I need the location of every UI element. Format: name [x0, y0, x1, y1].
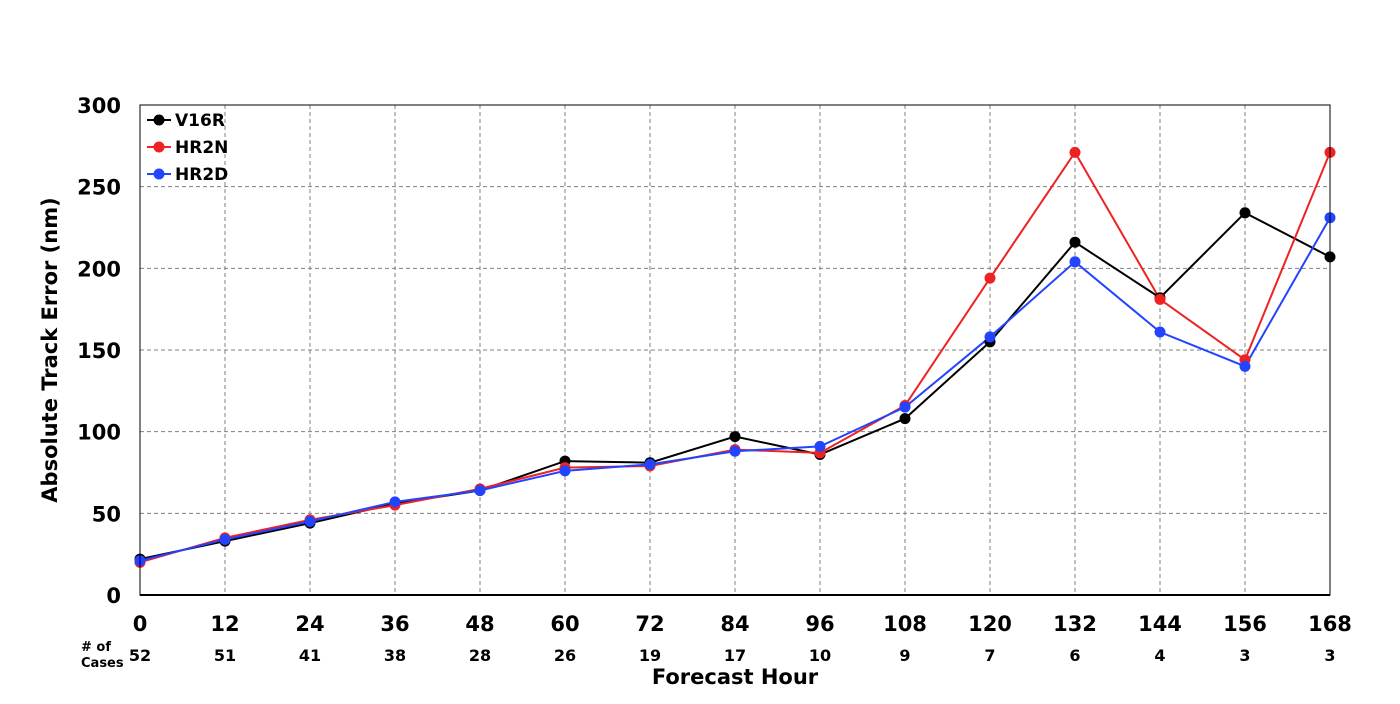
legend-label-hr2n: HR2N — [175, 138, 228, 158]
case-count-label: 6 — [1069, 646, 1080, 665]
legend-label-v16r: V16R — [175, 111, 225, 131]
case-count-label: 51 — [214, 646, 236, 665]
data-point-hr2d — [389, 496, 401, 508]
data-point-v16r — [899, 413, 911, 425]
data-point-hr2d — [984, 331, 996, 343]
x-tick-label: 168 — [1308, 612, 1352, 636]
x-tick-label: 156 — [1223, 612, 1267, 636]
x-tick-label: 144 — [1138, 612, 1182, 636]
case-count-label: 38 — [384, 646, 406, 665]
data-point-hr2d — [304, 516, 316, 527]
y-axis-title: Absolute Track Error (nm) — [38, 197, 62, 502]
data-point-hr2d — [474, 484, 486, 496]
y-tick-label: 50 — [92, 502, 121, 526]
data-point-hr2d — [1239, 360, 1251, 372]
data-point-v16r — [1069, 236, 1081, 248]
data-point-hr2n — [984, 272, 996, 284]
data-point-hr2d — [814, 440, 826, 452]
case-count-label: 10 — [809, 646, 831, 665]
case-count-label: 7 — [984, 646, 995, 665]
cases-header: # of Cases — [81, 640, 124, 671]
cases-header-line-1: # of — [81, 640, 111, 655]
y-tick-label: 300 — [77, 94, 121, 118]
x-axis-title: Forecast Hour — [652, 665, 819, 689]
cases-header-line-2: Cases — [81, 656, 124, 671]
x-tick-label: 132 — [1053, 612, 1097, 636]
y-tick-label: 200 — [77, 257, 121, 281]
data-point-hr2n — [1069, 146, 1081, 158]
data-point-hr2d — [1154, 326, 1166, 338]
case-count-label: 28 — [469, 646, 491, 665]
data-point-v16r — [1239, 207, 1251, 219]
x-tick-label: 84 — [720, 612, 749, 636]
data-point-hr2n — [1154, 293, 1166, 305]
x-tick-label: 60 — [550, 612, 579, 636]
data-point-hr2d — [729, 445, 741, 457]
legend-item-hr2n: HR2N — [147, 138, 228, 158]
case-count-label: 9 — [899, 646, 910, 665]
y-tick-label: 150 — [77, 339, 121, 363]
legend-label-hr2d: HR2D — [175, 165, 228, 185]
x-tick-label: 12 — [210, 612, 239, 636]
x-tick-label: 36 — [380, 612, 409, 636]
x-tick-label: 72 — [635, 612, 664, 636]
case-count-label: 4 — [1154, 646, 1165, 665]
y-tick-label: 100 — [77, 421, 121, 445]
legend-item-v16r: V16R — [147, 111, 225, 131]
data-point-hr2d — [899, 401, 911, 413]
legend-marker-hr2n — [153, 141, 165, 153]
legend-item-hr2d: HR2D — [147, 165, 228, 185]
case-count-label: 17 — [724, 646, 746, 665]
case-count-label: 26 — [554, 646, 576, 665]
case-count-label: 52 — [129, 646, 151, 665]
series-layer — [134, 146, 1336, 568]
y-tick-label: 0 — [106, 584, 121, 608]
x-tick-label: 0 — [133, 612, 148, 636]
x-tick-label: 96 — [805, 612, 834, 636]
data-point-hr2d — [219, 533, 231, 545]
case-count-label: 19 — [639, 646, 661, 665]
x-tick-label: 108 — [883, 612, 927, 636]
case-count-label: 3 — [1324, 646, 1335, 665]
data-point-v16r — [729, 431, 741, 443]
data-point-hr2d — [559, 465, 571, 477]
data-point-hr2d — [644, 458, 656, 470]
legend-marker-hr2d — [153, 168, 165, 180]
x-tick-label: 48 — [465, 612, 494, 636]
x-tick-label: 120 — [968, 612, 1012, 636]
case-count-label: 3 — [1239, 646, 1250, 665]
case-count-label: 41 — [299, 646, 321, 665]
data-point-hr2d — [1069, 256, 1081, 268]
legend-marker-v16r — [153, 114, 165, 126]
legend: V16R HR2N HR2D — [147, 111, 228, 185]
y-tick-label: 250 — [77, 176, 121, 200]
x-tick-label: 24 — [295, 612, 324, 636]
